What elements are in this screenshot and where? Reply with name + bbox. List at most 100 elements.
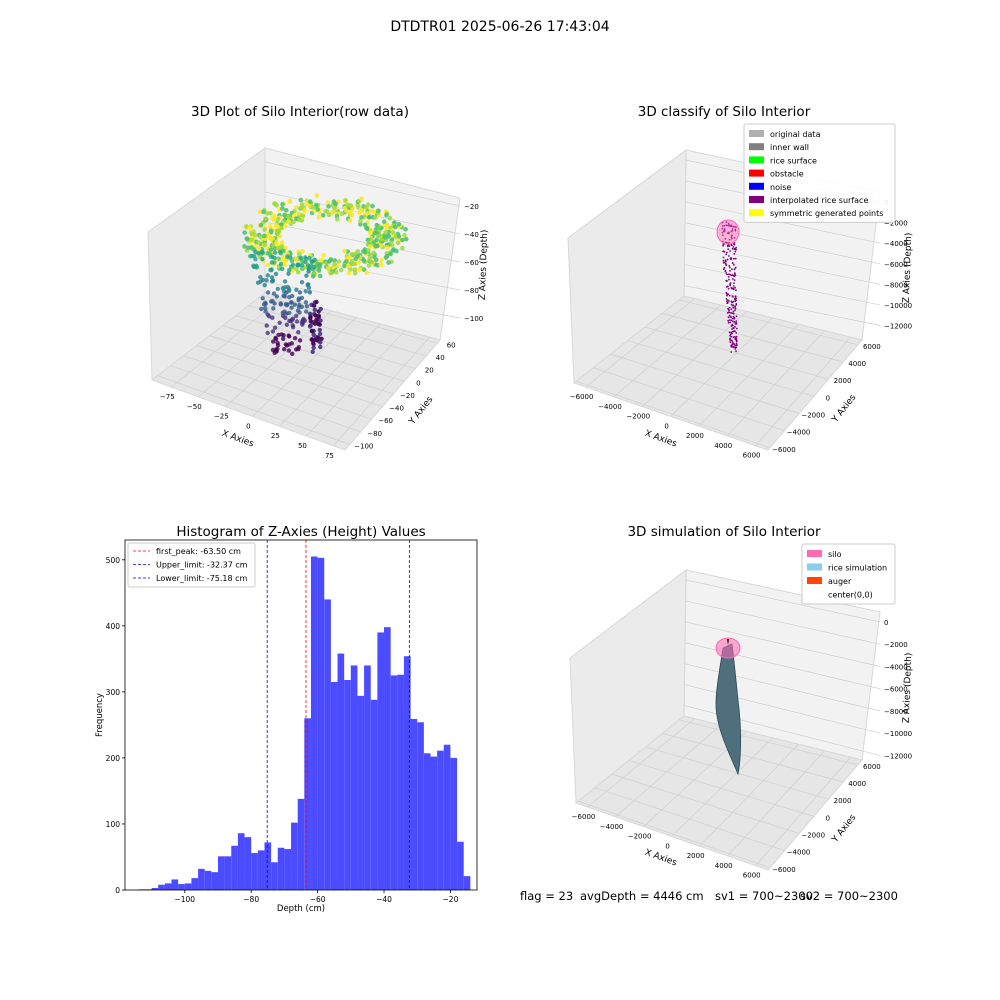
raw-data-point: [272, 201, 277, 206]
raw-data-point: [279, 243, 285, 249]
raw-data-point: [304, 304, 310, 309]
z-tick-label: −10000: [884, 302, 912, 310]
raw-data-point: [295, 262, 300, 267]
raw-data-point: [384, 222, 390, 228]
interpolated-point: [726, 224, 728, 227]
raw-data-point: [388, 251, 393, 257]
interpolated-point: [728, 319, 731, 321]
x-tick-label: −2000: [628, 833, 652, 841]
interpolated-point: [733, 282, 735, 284]
interpolated-point: [734, 248, 737, 250]
raw-data-point: [293, 256, 299, 262]
interpolated-point: [726, 273, 728, 276]
interpolated-point: [724, 259, 727, 262]
raw-data-point: [245, 245, 251, 251]
y-tick-label: −6000: [772, 866, 796, 874]
raw-data-point: [271, 306, 276, 311]
interpolated-point: [723, 250, 726, 253]
interpolated-point: [725, 272, 728, 274]
y-gridline: [627, 340, 814, 397]
interpolated-point: [731, 287, 733, 290]
panel1-xlabel: X Axies: [220, 429, 255, 450]
interpolated-point: [735, 339, 738, 342]
y-gridline: [679, 719, 858, 766]
y-tick-label: 20: [425, 367, 434, 375]
raw-data-point: [352, 261, 358, 267]
raw-data-point: [310, 273, 316, 279]
raw-data-point: [308, 199, 313, 204]
z-gridline: [264, 221, 461, 263]
interpolated-point: [723, 268, 725, 271]
interpolated-point: [726, 258, 729, 261]
raw-data-point: [282, 262, 288, 268]
raw-data-point: [280, 266, 285, 271]
raw-data-point: [294, 287, 299, 292]
panel-classify: 3D classify of Silo Interior −6000−4000−…: [567, 104, 914, 460]
x-tick-label: −6000: [570, 393, 594, 401]
legend-label: auger: [828, 577, 852, 586]
panel2-floor-pane: [572, 295, 863, 451]
y-gridline: [196, 345, 383, 407]
raw-data-point: [358, 222, 363, 227]
y-tick-label: 60: [447, 341, 456, 349]
x-tick-label: 0: [664, 422, 668, 430]
interpolated-point: [732, 300, 735, 303]
legend-label: symmetric generated points: [770, 209, 883, 218]
interpolated-point: [730, 304, 733, 306]
y-tick-label: 0: [416, 379, 420, 387]
raw-data-point: [370, 203, 375, 209]
raw-data-point: [264, 323, 269, 328]
status-line: flag = 23 avgDepth = 4446 cm sv1 = 700~2…: [520, 889, 898, 903]
interpolated-point: [727, 222, 730, 225]
x-tick-label: 75: [325, 452, 334, 460]
legend-label: rice surface: [770, 156, 817, 165]
interpolated-point: [735, 322, 738, 325]
x-gridline: [670, 317, 773, 417]
interpolated-point: [733, 343, 736, 346]
x-tick-label: 4000: [714, 442, 732, 450]
y-tick-label: 40: [436, 354, 445, 362]
raw-data-point: [256, 240, 261, 245]
x-gridline: [642, 311, 747, 407]
raw-data-point: [249, 231, 255, 236]
interpolated-point: [733, 243, 735, 245]
z-tick-label: −20: [464, 203, 479, 211]
raw-data-point: [304, 273, 309, 278]
histogram-bar: [237, 833, 245, 890]
raw-data-point: [296, 298, 301, 303]
interpolated-point: [733, 257, 735, 260]
x-tick-label: 2000: [686, 432, 704, 440]
histogram-bar: [430, 756, 438, 890]
raw-data-point: [278, 302, 283, 307]
histogram-bar: [198, 868, 205, 890]
raw-data-point: [282, 309, 287, 314]
raw-data-point: [295, 308, 301, 313]
raw-data-point: [259, 249, 265, 255]
raw-data-point: [326, 259, 332, 264]
raw-data-point: [262, 233, 267, 239]
raw-data-point: [299, 263, 305, 268]
raw-data-point: [332, 261, 338, 267]
raw-data-point: [286, 348, 292, 353]
raw-data-point: [306, 269, 311, 274]
interpolated-point: [733, 264, 735, 266]
y-gridline: [662, 733, 844, 783]
raw-data-point: [318, 318, 323, 323]
raw-data-point: [287, 199, 293, 204]
interpolated-point: [730, 345, 733, 348]
interpolated-point: [722, 256, 725, 259]
raw-data-point: [284, 208, 289, 213]
interpolated-point: [732, 225, 735, 228]
raw-data-point: [384, 253, 390, 259]
raw-data-point: [271, 291, 277, 296]
raw-data-point: [373, 257, 379, 263]
raw-data-point: [269, 275, 275, 280]
raw-data-point: [303, 255, 308, 260]
interpolated-point: [728, 331, 731, 334]
panel1-floor-pane: [150, 292, 441, 451]
raw-data-point: [290, 262, 296, 267]
interpolated-point: [733, 252, 736, 255]
raw-data-point: [387, 215, 393, 221]
z-gridline: [685, 621, 881, 667]
